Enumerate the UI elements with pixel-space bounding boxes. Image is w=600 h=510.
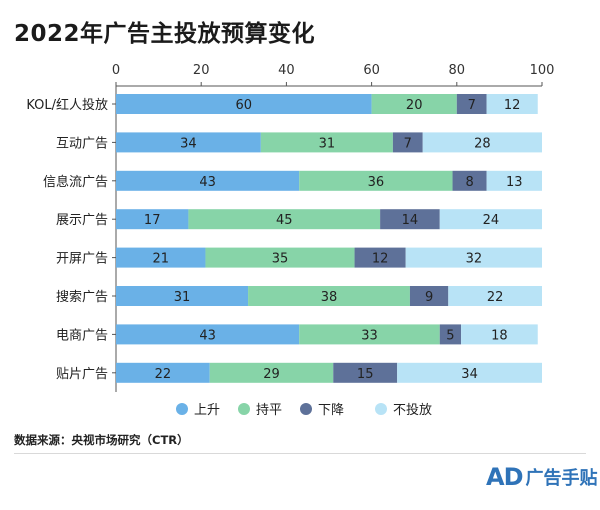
bar-segment (354, 247, 406, 268)
data-label: 45 (276, 213, 293, 228)
category-label: 展示广告 (56, 213, 108, 228)
data-label: 32 (466, 252, 483, 267)
bar-segment (452, 170, 487, 191)
chart-title: 2022年广告主投放预算变化 (14, 21, 316, 47)
brand-logo: AD 广告手贴 (486, 460, 598, 494)
legend-swatch (300, 403, 312, 415)
data-label: 13 (506, 175, 523, 190)
bar-segment (486, 94, 538, 114)
category-label: 信息流广告 (43, 174, 108, 190)
bar-segment (422, 132, 542, 153)
category-label: 互动广告 (56, 136, 108, 151)
x-tick-label: 60 (363, 63, 380, 78)
data-label: 14 (402, 213, 419, 228)
bar-segment (397, 362, 542, 383)
data-label: 34 (180, 136, 197, 151)
x-tick-label: 0 (112, 63, 120, 78)
bar-segment (205, 247, 355, 268)
bar-segment (405, 247, 542, 268)
bar-segment (116, 324, 300, 345)
bar-segment (392, 132, 423, 153)
data-label: 7 (404, 136, 412, 151)
data-label: 31 (174, 290, 191, 305)
legend-swatch (238, 403, 250, 415)
data-label: 7 (468, 98, 476, 113)
bar-segment (209, 362, 334, 383)
x-tick-label: 40 (278, 63, 295, 78)
data-label: 17 (144, 213, 161, 228)
data-label: 34 (461, 367, 478, 382)
bar-segment (116, 362, 210, 383)
category-label: KOL/红人投放 (26, 97, 108, 113)
bar-segment (333, 362, 398, 383)
bar-segment (371, 94, 457, 114)
logo-text: 广告手贴 (525, 468, 598, 489)
x-tick-label: 20 (193, 63, 210, 78)
data-label: 12 (372, 252, 389, 267)
category-label: 搜索广告 (56, 290, 108, 305)
bar-segment (116, 94, 372, 114)
bar-segment (299, 324, 440, 345)
data-label: 15 (357, 367, 374, 382)
data-source-note: 数据来源：央视市场研究（CTR） (14, 433, 189, 447)
legend-label: 下降 (318, 403, 344, 418)
data-label: 18 (491, 328, 508, 343)
data-label: 43 (199, 175, 216, 190)
bar-segment (439, 324, 462, 345)
bar-segment (116, 132, 261, 153)
bar-segment (116, 286, 249, 306)
data-label: 9 (425, 290, 433, 305)
category-label: 电商广告 (56, 328, 108, 343)
data-label: 31 (319, 136, 336, 151)
bar-segment (409, 286, 449, 306)
data-label: 12 (504, 98, 521, 113)
bar-segment (380, 209, 440, 230)
data-label: 22 (487, 290, 504, 305)
bar-segment (248, 286, 410, 306)
bar-segment (116, 247, 206, 268)
footer-divider (14, 453, 586, 454)
x-tick-label: 100 (530, 63, 555, 78)
data-label: 60 (236, 98, 253, 113)
data-label: 38 (321, 290, 338, 305)
bar-segment (260, 132, 393, 153)
data-label: 35 (272, 252, 289, 267)
legend-swatch (176, 403, 188, 415)
bar-segment (188, 209, 381, 230)
legend-label: 不投放 (393, 402, 432, 418)
x-tick-label: 80 (449, 63, 466, 78)
legend-swatch (375, 403, 387, 415)
bar-segment (456, 94, 487, 114)
data-label: 20 (406, 98, 423, 113)
data-label: 21 (152, 252, 169, 267)
bar-segment (116, 209, 189, 230)
data-label: 36 (368, 175, 385, 190)
data-label: 33 (361, 328, 378, 343)
stacked-bar-chart: 0 20 40 60 80 100 KOL/红人投放 60 20 7 12 互动广告 34 31 7 28 信息… (26, 63, 555, 418)
bar-segment (448, 286, 542, 306)
data-label: 43 (199, 328, 216, 343)
bar-segment (299, 170, 453, 191)
data-label: 8 (465, 175, 473, 190)
bar-segment (461, 324, 538, 345)
bar-segment (486, 170, 542, 191)
legend-label: 上升 (194, 403, 220, 418)
category-label: 开屏广告 (56, 252, 108, 267)
data-label: 5 (446, 328, 454, 343)
data-label: 29 (263, 367, 280, 382)
bar-segment (116, 170, 300, 191)
data-label: 28 (474, 136, 491, 151)
data-label: 22 (155, 367, 172, 382)
logo-mark: AD (486, 463, 523, 491)
data-label: 24 (483, 213, 500, 228)
legend-label: 持平 (256, 403, 282, 418)
category-label: 贴片广告 (56, 367, 108, 382)
bar-segment (439, 209, 542, 230)
